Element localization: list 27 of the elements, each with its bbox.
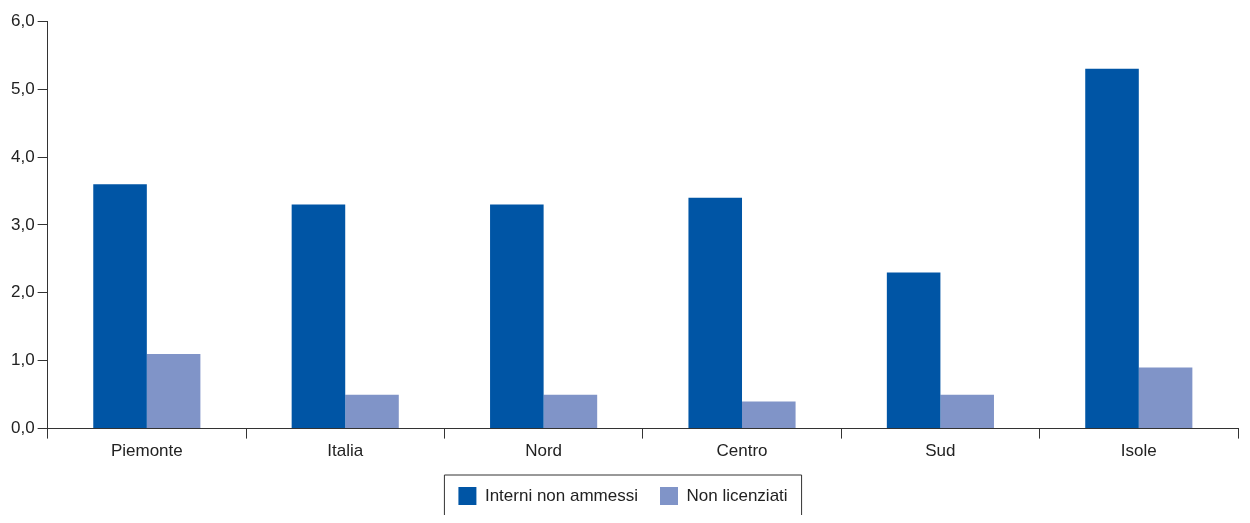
- x-tick-label: Italia: [327, 441, 364, 461]
- bar: [1085, 68, 1139, 429]
- y-tick-label: 0,0: [10, 418, 35, 438]
- x-tick-label: Isole: [1120, 441, 1157, 461]
- x-tick-label: Centro: [716, 441, 768, 461]
- legend-label: Non licenziati: [686, 485, 788, 505]
- y-tick-label: 1,0: [10, 350, 35, 370]
- bar: [886, 272, 941, 429]
- bar: [940, 394, 994, 429]
- y-tick-label: 4,0: [10, 146, 35, 166]
- x-tick-label: Sud: [925, 441, 956, 461]
- y-tick-label: 5,0: [10, 78, 35, 98]
- legend-label: Interni non ammessi: [484, 485, 638, 505]
- y-tick-label: 2,0: [10, 282, 35, 302]
- y-tick-label: 3,0: [10, 214, 35, 234]
- bar: [291, 204, 346, 429]
- bar: [742, 401, 796, 429]
- bar: [688, 197, 743, 429]
- bar: [543, 394, 598, 429]
- bar: [345, 394, 399, 429]
- bar: [93, 184, 147, 429]
- bar: [490, 204, 544, 429]
- bar: [146, 353, 201, 429]
- x-tick-label: Nord: [525, 441, 563, 461]
- bar: [1138, 367, 1193, 429]
- x-tick-label: Piemonte: [110, 441, 183, 461]
- y-tick-label: 6,0: [10, 10, 35, 30]
